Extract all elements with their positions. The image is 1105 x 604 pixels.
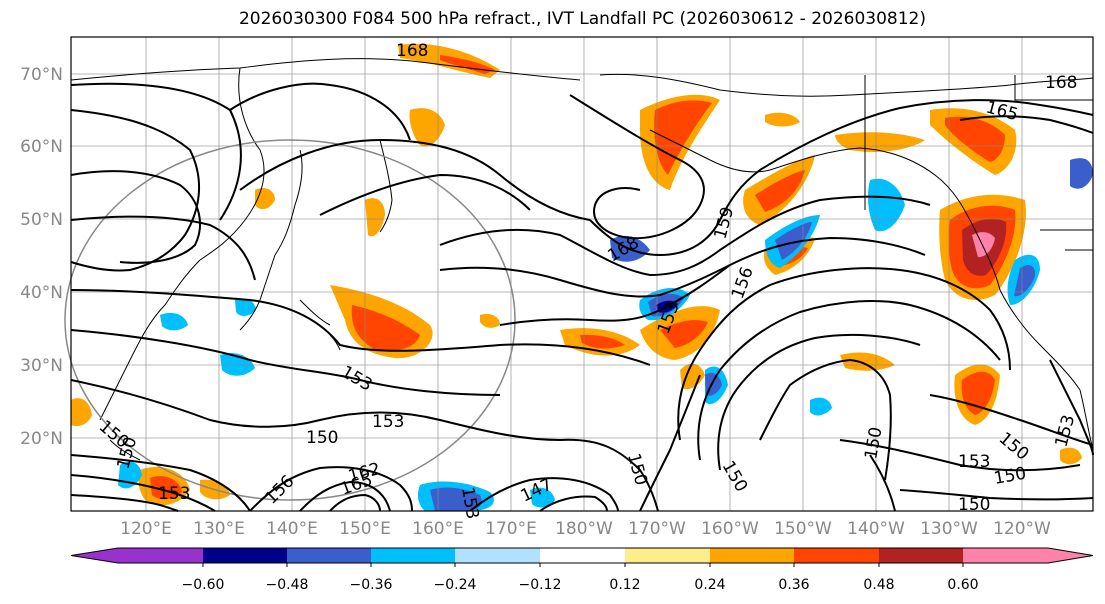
colorbar-segment — [455, 548, 540, 563]
colorbar-tick-label: −0.12 — [519, 577, 562, 593]
colorbar-tick-label: 0.48 — [863, 577, 894, 593]
colorbar-segment — [203, 548, 287, 563]
colorbar-tick-label: −0.48 — [266, 577, 309, 593]
longitude-labels: 120°E 130°E 140°E 150°E 160°E 170°E 180°… — [120, 519, 1051, 539]
colorbar-segment — [625, 548, 710, 563]
lon-label: 140°W — [847, 519, 905, 539]
contour-label: 153 — [457, 485, 482, 520]
contour-label: 150 — [306, 428, 338, 448]
lat-label: 60°N — [20, 137, 63, 157]
contour-label: 168 — [396, 41, 428, 61]
lon-label: 180°W — [555, 519, 613, 539]
lon-label: 130°E — [193, 519, 245, 539]
colorbar-tick-labels: −0.60 −0.48 −0.36 −0.24 −0.12 0.12 0.24 … — [182, 577, 979, 593]
colorbar: −0.60 −0.48 −0.36 −0.24 −0.12 0.12 0.24 … — [71, 548, 1093, 593]
lon-label: 160°W — [701, 519, 759, 539]
lon-label: 130°W — [920, 519, 978, 539]
colorbar-tick-label: 0.12 — [609, 577, 640, 593]
colorbar-tick-label: 0.60 — [947, 577, 978, 593]
lon-label: 150°E — [339, 519, 391, 539]
colorbar-segment — [794, 548, 879, 563]
colorbar-tick-label: 0.36 — [778, 577, 809, 593]
colorbar-segment — [879, 548, 963, 563]
colorbar-tick-label: −0.24 — [434, 577, 477, 593]
contour-label: 168 — [1045, 73, 1077, 93]
colorbar-segment — [963, 548, 1093, 563]
lon-label: 120°W — [993, 519, 1051, 539]
lon-label: 140°E — [266, 519, 318, 539]
lat-label: 30°N — [20, 356, 63, 376]
lon-label: 150°W — [774, 519, 832, 539]
lon-label: 170°W — [628, 519, 686, 539]
contour-label: 153 — [372, 412, 404, 432]
latitude-labels: 70°N 60°N 50°N 40°N 30°N 20°N — [20, 65, 63, 449]
colorbar-tick-label: −0.60 — [182, 577, 225, 593]
colorbar-segment — [540, 548, 625, 563]
lat-label: 50°N — [20, 210, 63, 230]
colorbar-segment — [371, 548, 455, 563]
lat-label: 20°N — [20, 429, 63, 449]
contour-label: 153 — [958, 452, 990, 472]
colorbar-segment — [71, 548, 203, 563]
map-figure: 168 165 168 168 159 156 153 153 153 150 … — [0, 0, 1105, 604]
colorbar-tick-label: −0.36 — [350, 577, 393, 593]
map-panel: 168 165 168 168 159 156 153 153 153 150 … — [65, 37, 1093, 521]
lon-label: 120°E — [120, 519, 172, 539]
contour-label: 153 — [158, 484, 190, 504]
lon-label: 160°E — [412, 519, 464, 539]
lat-label: 40°N — [20, 283, 63, 303]
contour-label: 150 — [958, 495, 990, 515]
lat-label: 70°N — [20, 65, 63, 85]
colorbar-tick-label: 0.24 — [694, 577, 725, 593]
lon-label: 170°E — [485, 519, 537, 539]
colorbar-segment — [287, 548, 371, 563]
colorbar-segment — [710, 548, 794, 563]
